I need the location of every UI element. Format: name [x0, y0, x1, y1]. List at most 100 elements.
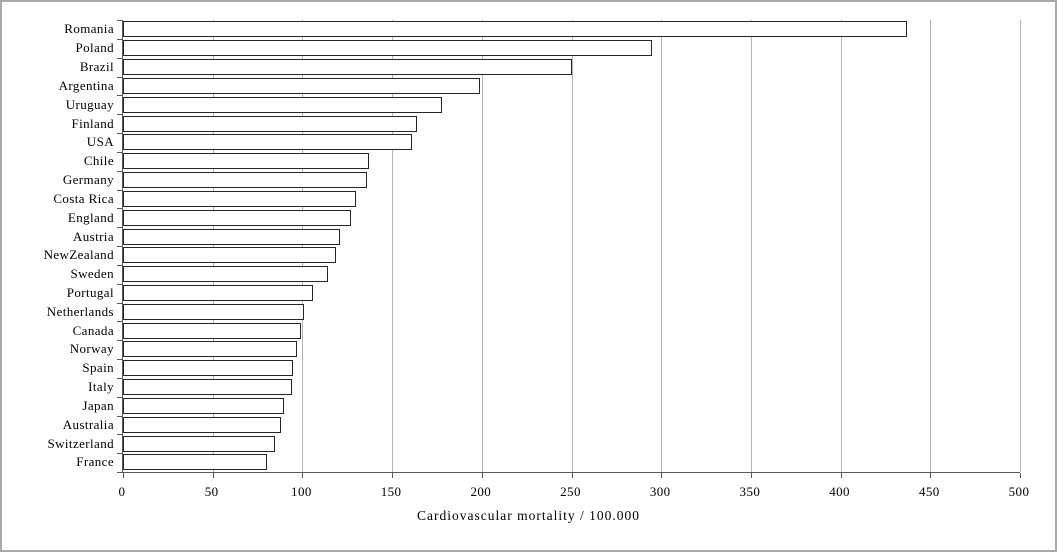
bar-row: [123, 453, 1020, 472]
bar-row: [123, 171, 1020, 190]
category-tick: [117, 396, 123, 398]
gridline-200: [481, 20, 483, 472]
category-tick: [117, 264, 123, 266]
value-tick-label: 0: [118, 484, 126, 499]
bar-row: [123, 321, 1020, 340]
category-label: Portugal: [66, 285, 114, 300]
value-tick-label: 500: [1008, 484, 1030, 499]
category-label: Finland: [71, 115, 114, 131]
bar-poland: [123, 40, 653, 57]
bar-row: [123, 95, 1020, 114]
bar-italy: [123, 379, 292, 396]
category-tick: [117, 38, 123, 40]
value-tick: [212, 473, 214, 478]
gridline-50: [212, 20, 214, 472]
bar-canada: [123, 322, 301, 339]
category-tick: [117, 189, 123, 191]
category-label: NewZealand: [43, 247, 114, 263]
bar-spain: [123, 360, 294, 377]
bar-usa: [123, 134, 412, 151]
bar-row: [123, 340, 1020, 359]
category-label: Sweden: [70, 266, 114, 282]
value-tick-label: 150: [380, 484, 402, 499]
category-label: Netherlands: [46, 303, 114, 319]
category-label: Romania: [64, 21, 114, 37]
value-tick-label: 100: [291, 484, 312, 499]
value-tick-label: 300: [649, 484, 671, 499]
category-tick: [117, 359, 123, 360]
category-tick: [117, 340, 123, 342]
value-tick: [123, 473, 124, 478]
bar-row: [123, 302, 1020, 321]
category-tick: [117, 151, 123, 153]
bar-row: [123, 208, 1020, 227]
bar-row: [123, 378, 1020, 397]
category-tick: [117, 20, 123, 21]
category-label: Costa Rica: [53, 190, 114, 206]
bar-england: [123, 209, 351, 226]
category-tick: [117, 283, 123, 285]
bar-sweden: [123, 266, 328, 283]
category-tick: [117, 321, 123, 323]
category-label: Japan: [82, 397, 114, 413]
bars-layer: [123, 20, 1020, 472]
bar-switzerland: [123, 435, 276, 452]
value-tick: [840, 473, 842, 478]
x-axis-title: Cardiovascular mortality / 100.000: [417, 508, 640, 523]
category-tick: [117, 170, 123, 172]
bar-france: [123, 454, 267, 471]
category-axis-labels: Romania Poland Brazil Argentina Uruguay Finla…: [2, 20, 114, 472]
bar-uruguay: [123, 96, 443, 113]
value-tick: [1020, 473, 1021, 478]
bar-norway: [123, 341, 298, 358]
value-tick-label: 50: [204, 484, 219, 499]
category-tick: [117, 114, 123, 116]
value-tick-label: 350: [739, 484, 761, 499]
bar-row: [123, 133, 1020, 152]
category-label: Spain: [82, 360, 114, 376]
value-tick-label: 250: [560, 484, 581, 499]
category-tick: [117, 133, 123, 134]
bar-row: [123, 434, 1020, 453]
bar-costa-rica: [123, 190, 357, 207]
gridline-400: [840, 20, 842, 472]
category-tick: [117, 453, 123, 455]
bar-row: [123, 246, 1020, 265]
bar-newzealand: [123, 247, 337, 264]
category-tick: [117, 95, 123, 97]
category-label: USA: [86, 134, 114, 150]
gridline-100: [302, 20, 304, 472]
category-tick: [117, 472, 123, 473]
category-label: France: [76, 454, 114, 470]
category-tick: [117, 76, 123, 78]
category-label: Italy: [88, 379, 114, 395]
gridline-500: [1020, 20, 1021, 472]
category-label: Argentina: [58, 77, 114, 93]
value-tick: [392, 473, 394, 478]
bar-row: [123, 114, 1020, 133]
gridline-250: [571, 20, 573, 472]
category-label: Brazil: [79, 59, 114, 75]
bar-row: [123, 39, 1020, 58]
category-tick: [117, 227, 123, 229]
category-tick: [117, 415, 123, 417]
bar-chile: [123, 153, 369, 170]
category-tick: [117, 208, 123, 210]
category-label: Canada: [72, 322, 114, 338]
bar-portugal: [123, 285, 314, 301]
category-label: Poland: [75, 40, 114, 56]
bar-finland: [123, 115, 418, 132]
bar-row: [123, 397, 1020, 416]
gridline-150: [392, 20, 394, 472]
value-tick-label: 450: [918, 484, 940, 499]
bar-row: [123, 152, 1020, 171]
category-label: Switzerland: [47, 435, 114, 451]
bar-row: [123, 284, 1020, 303]
category-tick: [117, 434, 123, 436]
category-label: Germany: [62, 172, 114, 188]
bar-row: [123, 58, 1020, 77]
bar-row: [123, 227, 1020, 246]
category-tick: [117, 377, 123, 379]
bar-austria: [123, 228, 341, 245]
